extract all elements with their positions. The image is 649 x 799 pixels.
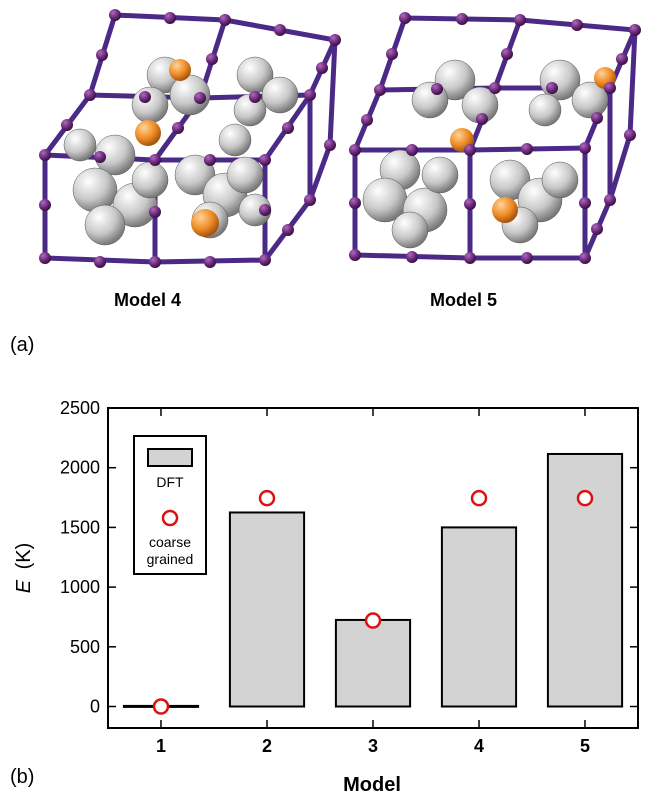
legend-dft-label: DFT (156, 474, 184, 490)
x-tick-label-1: 1 (156, 736, 166, 756)
marker-model-5 (576, 489, 594, 507)
legend-coarse-grained-label: grained (147, 551, 194, 567)
y-tick-label-2000: 2000 (60, 458, 100, 478)
marker-model-4 (470, 489, 488, 507)
bar-model-2 (228, 511, 306, 708)
y-axis-label: E (K) (13, 543, 35, 594)
marker-model-1 (152, 698, 170, 715)
marker-model-3 (364, 612, 382, 629)
x-tick-label-4: 4 (474, 736, 484, 756)
panel-a-label: (a) (10, 334, 35, 356)
model-5-framework (349, 12, 641, 264)
y-axis-label-unit: (K) (13, 543, 35, 570)
y-axis-label-variable: E (13, 579, 35, 593)
framework-illustrations (39, 9, 641, 268)
y-tick-label-500: 500 (70, 637, 100, 657)
y-tick-label-1000: 1000 (60, 577, 100, 597)
legend-dft-swatch (147, 448, 193, 467)
x-tick-label-2: 2 (262, 736, 272, 756)
bar-model-4 (440, 526, 518, 708)
marker-model-2 (258, 489, 276, 507)
x-axis-label: Model (343, 774, 401, 796)
legend-coarse-grained-marker (161, 509, 179, 527)
x-tick-label-5: 5 (580, 736, 590, 756)
y-tick-label-2500: 2500 (60, 398, 100, 418)
model-4-framework (39, 9, 341, 268)
energy-bar-chart: 0 500 1000 1500 2000 2500 1 2 3 4 5 DFT coarsegrain… (13, 398, 639, 796)
bar-model-3 (334, 618, 412, 708)
legend-coarse-grained-label: coarse (149, 534, 191, 550)
model-4-caption: Model 4 (114, 290, 182, 310)
panel-b-label: (b) (10, 766, 35, 788)
x-tick-label-3: 3 (368, 736, 378, 756)
y-tick-label-1500: 1500 (60, 517, 100, 537)
model-5-caption: Model 5 (430, 290, 498, 310)
y-tick-label-0: 0 (90, 697, 100, 717)
